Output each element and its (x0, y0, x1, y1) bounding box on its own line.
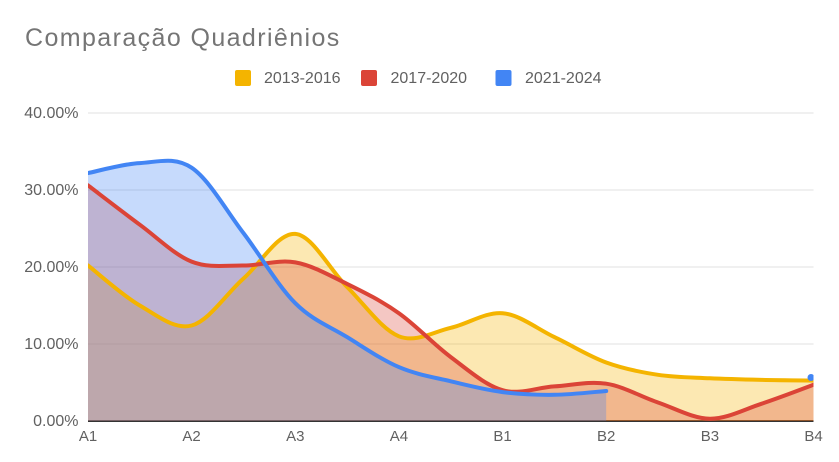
svg-text:2017-2020: 2017-2020 (391, 70, 468, 87)
svg-text:A1: A1 (79, 428, 97, 445)
svg-text:A4: A4 (390, 428, 408, 445)
svg-text:20.00%: 20.00% (24, 259, 78, 276)
svg-text:30.00%: 30.00% (24, 182, 78, 199)
svg-text:B3: B3 (701, 428, 719, 445)
svg-text:A2: A2 (182, 428, 200, 445)
svg-text:B4: B4 (804, 428, 822, 445)
svg-text:40.00%: 40.00% (24, 105, 78, 122)
svg-text:2013-2016: 2013-2016 (264, 70, 341, 87)
svg-text:B1: B1 (493, 428, 511, 445)
svg-text:A3: A3 (286, 428, 304, 445)
svg-text:0.00%: 0.00% (33, 413, 78, 430)
svg-text:Comparação Quadriênios: Comparação Quadriênios (25, 24, 341, 52)
svg-text:B2: B2 (597, 428, 615, 445)
svg-text:2021-2024: 2021-2024 (525, 70, 602, 87)
svg-text:10.00%: 10.00% (24, 336, 78, 353)
